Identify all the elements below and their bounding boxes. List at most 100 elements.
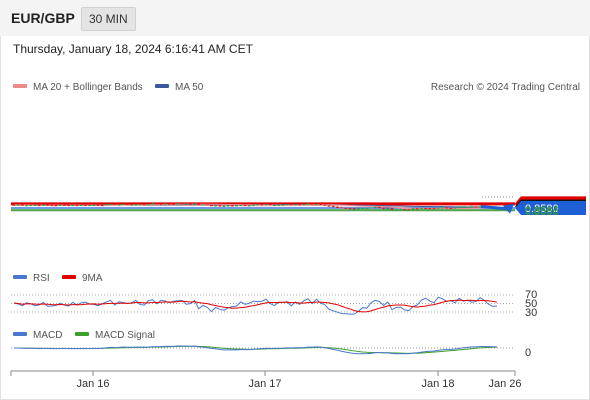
candle-body [63,204,66,206]
candle-body [113,204,117,206]
rsi-line [13,296,498,315]
candle-body [117,204,121,206]
candle-body [424,208,427,210]
candle-body [264,204,268,206]
candle-body [432,208,436,210]
candle-body [218,205,222,207]
candle-body [365,208,369,210]
candle-body [12,204,16,206]
rsi-ma-legend-label: 9MA [82,273,103,284]
candle-body [344,208,348,210]
forecast-arrow-head [503,203,514,214]
candle-body [243,205,247,207]
x-tick-jan18: Jan 18 [421,378,454,390]
candle-body [172,203,175,205]
candle-body [247,205,251,207]
candle-body [130,204,133,206]
credit-text: Research © 2024 Trading Central [431,82,580,93]
rsi-legend-swatch [13,275,27,279]
candle-body [449,207,453,209]
candle-body [462,206,465,208]
ma50-legend-label: MA 50 [175,82,204,93]
ma50-legend-swatch [155,84,169,88]
forecast-arrow-shaft [480,205,509,211]
candle-body [298,204,301,206]
macd-tick-0: 0 [525,347,531,359]
candle-body [214,205,217,207]
macd-signal-legend-label: MACD Signal [95,330,155,341]
candle-body [340,207,343,209]
candle-body [84,204,87,206]
candle-body [289,204,293,206]
candle-body [399,209,402,211]
candle-body [226,205,230,207]
price-label-0_8567: 0.8567 [525,205,559,217]
candle-body [327,205,331,207]
macd-signal-line [13,345,498,354]
candle-body [310,203,314,205]
candle-body [46,204,49,206]
candle-body [201,204,205,206]
candle-body [386,208,390,210]
candle-body [382,207,385,209]
candle-body [155,203,159,205]
candle-body [273,205,276,207]
candle-body [394,209,398,211]
candle-body [92,204,96,206]
candle-body [348,208,352,210]
rsi-tick-50: 50 [525,298,537,310]
candle-body [306,203,310,205]
candle-body [205,204,209,206]
rsi-legend-label: RSI [33,273,50,284]
candle-body [331,206,335,208]
candle-body [268,204,272,206]
chart-header: EUR/GBP 30 MIN [0,0,590,36]
macd-signal-legend-swatch [75,332,89,336]
candle-body [37,205,41,207]
candle-body [428,208,432,210]
candle-body [126,204,129,206]
x-tick-jan17: Jan 17 [248,378,281,390]
candle-body [197,203,201,205]
candle-body [445,207,448,209]
candle-body [373,206,377,208]
candle-body [163,203,167,205]
candle-body [168,203,171,205]
candle-body [361,208,364,210]
candle-body [25,205,28,207]
candle-body [369,207,373,209]
candle-body [256,204,259,206]
candle-body [42,204,45,206]
macd-legend-label: MACD [33,330,62,341]
candle-body [96,204,100,206]
ma20-legend-swatch [13,84,27,88]
macd-line [13,345,498,355]
candle-body [319,203,322,205]
candle-body [336,206,339,208]
candle-body [390,208,394,210]
candle-body [315,203,318,205]
candle-body [470,206,474,208]
price-label-0_8580-tag [515,201,586,215]
candle-body [79,204,83,206]
x-tick-jan16: Jan 16 [76,378,109,390]
candle-body [58,204,62,206]
macd-legend-swatch [13,332,27,336]
price-label-0_8580: 0.8580 [525,203,559,215]
candle-body [147,204,150,206]
candle-body [411,208,415,210]
candle-body [474,206,478,208]
candle-body [420,208,423,210]
candle-body [159,203,163,205]
candle-body [252,204,255,206]
rsi-tick-70: 70 [525,289,537,301]
timeframe-button[interactable]: 30 MIN [81,7,136,31]
symbol-title: EUR/GBP [11,10,75,26]
candle-body [16,204,20,206]
candle-body [357,208,360,210]
candle-body [75,205,79,207]
candle-body [277,204,280,206]
candle-body [54,205,58,207]
